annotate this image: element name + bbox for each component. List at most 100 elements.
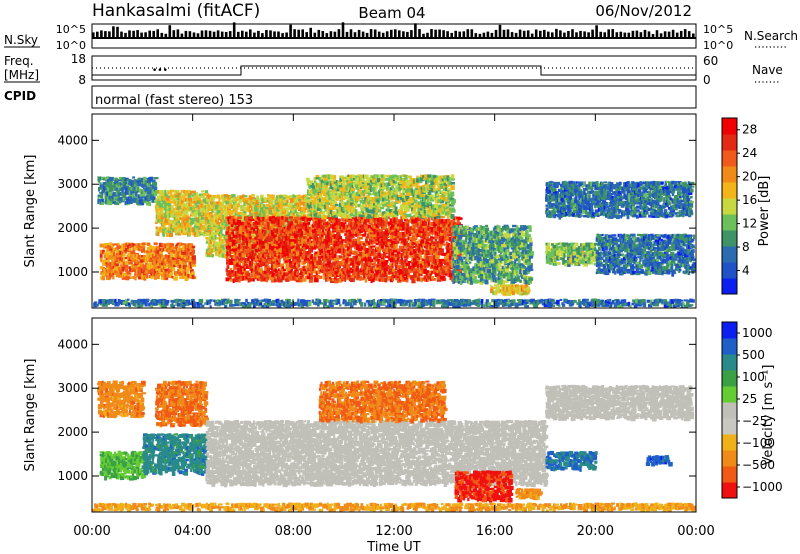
data-cell <box>173 250 177 254</box>
data-cell <box>297 212 302 215</box>
data-cell <box>199 215 202 218</box>
data-cell <box>238 250 242 253</box>
data-cell <box>170 222 173 228</box>
data-cell <box>220 227 223 232</box>
data-cell <box>304 226 309 231</box>
data-cell <box>289 263 292 268</box>
nsky-bar <box>466 29 470 38</box>
data-cell <box>111 250 114 253</box>
data-cell <box>189 261 193 265</box>
data-cell <box>339 261 343 266</box>
data-cell <box>409 255 413 258</box>
data-cell <box>177 268 181 271</box>
data-cell <box>232 234 237 239</box>
nsky-bar <box>490 32 494 38</box>
data-cell <box>239 212 244 215</box>
data-cell <box>121 257 124 262</box>
data-cell <box>310 254 313 257</box>
data-cell <box>260 240 265 245</box>
data-cell <box>150 270 153 276</box>
data-cell <box>97 194 101 197</box>
data-cell <box>274 217 278 221</box>
data-cell <box>274 242 279 247</box>
data-cell <box>117 192 122 196</box>
data-cell <box>288 226 294 230</box>
nsky-bar <box>112 26 115 38</box>
data-cell <box>163 254 166 258</box>
data-cell <box>299 246 303 250</box>
data-cell <box>431 276 434 280</box>
data-cell <box>138 181 142 186</box>
data-cell <box>339 246 342 249</box>
data-cell <box>166 245 171 249</box>
data-cell <box>175 207 178 210</box>
data-cell <box>229 273 232 279</box>
data-cell <box>230 250 236 254</box>
data-cell <box>255 199 259 205</box>
data-cell <box>101 200 106 204</box>
data-cell <box>269 253 273 258</box>
data-cell <box>310 267 314 272</box>
data-cell <box>295 216 299 221</box>
data-cell <box>144 177 148 180</box>
data-cell <box>231 241 236 247</box>
data-cell <box>184 216 189 222</box>
data-cell <box>184 221 187 227</box>
data-cell <box>102 249 105 255</box>
data-cell <box>281 197 285 203</box>
data-cell <box>317 218 321 223</box>
data-cell <box>231 204 234 209</box>
data-cell <box>290 212 295 216</box>
nsky-bar <box>96 31 99 38</box>
data-cell <box>182 202 185 207</box>
data-cell <box>267 265 270 268</box>
data-cell <box>245 238 248 241</box>
data-cell <box>416 277 421 282</box>
freq-tick-top: 18 <box>71 52 86 66</box>
freq-tick-bottom: 8 <box>78 73 86 87</box>
data-cell <box>148 201 151 207</box>
data-cell <box>130 254 133 260</box>
data-cell <box>343 248 346 253</box>
data-cell <box>128 254 132 257</box>
data-cell <box>268 250 272 255</box>
data-cell <box>193 203 197 208</box>
data-cell <box>106 181 110 185</box>
data-cell <box>263 233 266 237</box>
data-cell <box>260 262 263 268</box>
data-cell <box>409 233 412 237</box>
data-cell <box>252 241 256 245</box>
data-cell <box>257 236 263 239</box>
data-cell <box>335 217 338 222</box>
data-cell <box>180 229 183 233</box>
data-cell <box>149 176 154 182</box>
data-cell <box>211 253 214 258</box>
nsky-bar <box>450 32 453 38</box>
data-cell <box>218 253 222 258</box>
data-cell <box>315 239 320 244</box>
data-cell <box>335 246 340 250</box>
data-cell <box>288 247 291 253</box>
data-cell <box>245 275 248 280</box>
nsky-bar <box>349 29 353 38</box>
data-cell <box>129 276 132 279</box>
nsky-bar <box>357 29 361 38</box>
data-cell <box>113 177 117 181</box>
data-cell <box>267 236 271 239</box>
data-cell <box>148 268 153 273</box>
data-cell <box>281 194 284 198</box>
data-cell <box>234 207 239 211</box>
data-cell <box>364 221 368 226</box>
data-cell <box>134 273 137 276</box>
data-cell <box>420 256 423 260</box>
data-cell <box>335 196 339 201</box>
data-cell <box>338 255 343 259</box>
data-cell <box>202 204 206 209</box>
data-cell <box>207 194 212 200</box>
data-cell <box>324 265 328 269</box>
data-cell <box>234 222 240 226</box>
data-cell <box>131 182 135 186</box>
data-cell <box>293 197 298 200</box>
data-cell <box>99 191 103 194</box>
data-cell <box>233 224 237 229</box>
